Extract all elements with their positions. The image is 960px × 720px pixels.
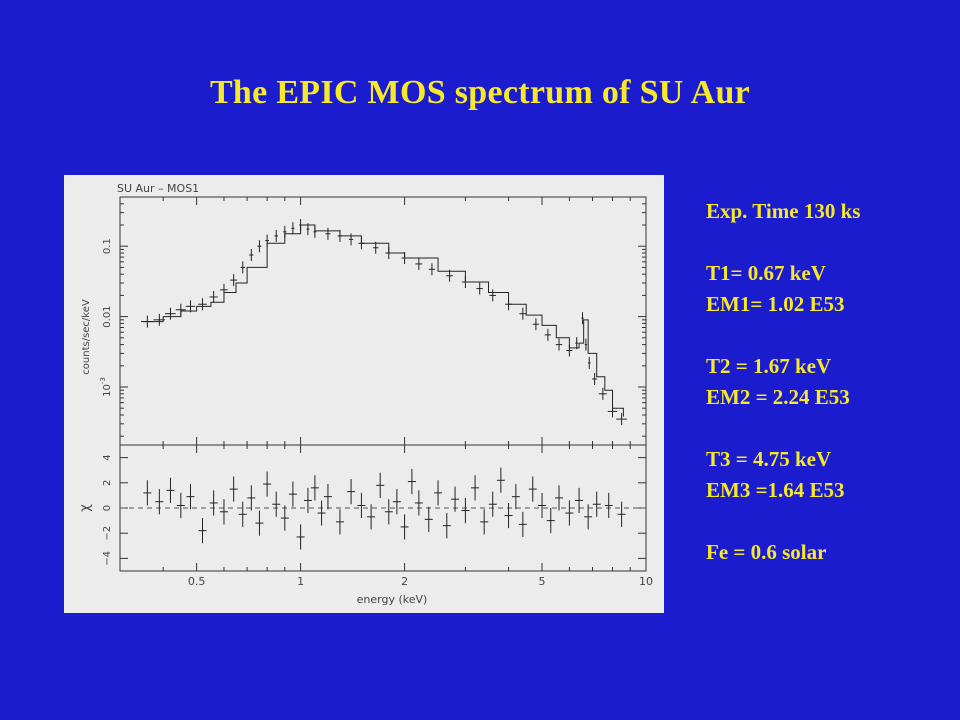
residual-y-tick-label: −2 — [102, 526, 113, 541]
residual-y-tick-label: 0 — [102, 505, 113, 511]
x-tick-label: 5 — [539, 575, 546, 588]
y-axis-label: counts/sec/keV — [81, 299, 92, 375]
spacer — [706, 227, 860, 258]
model-curve — [143, 224, 624, 417]
y-tick-label: 0.01 — [102, 305, 113, 327]
spectrum-figure: SU Aur – MOS1 10-3 0.01 0.1 0.5 1 2 5 10 −4 −2 0 2… — [64, 175, 664, 613]
temperature-2: T2 = 1.67 keV — [706, 354, 832, 378]
spectrum-chart: SU Aur – MOS1 10-3 0.01 0.1 0.5 1 2 5 10 −4 −2 0 2… — [78, 182, 653, 606]
iron-abundance: Fe = 0.6 solar — [706, 540, 827, 564]
y-tick-label: 10-3 — [99, 377, 113, 397]
x-tick-label: 0.5 — [188, 575, 206, 588]
x-axis-label: energy (keV) — [357, 593, 428, 606]
fit-parameters: Exp. Time 130 ks T1= 0.67 keV EM1= 1.02 … — [706, 196, 860, 568]
spacer — [706, 506, 860, 537]
spectrum-panel: 10-3 0.01 0.1 — [99, 196, 647, 446]
residual-y-tick-label: −4 — [102, 551, 113, 566]
residual-y-axis-label: χ — [78, 504, 93, 512]
slide-title: The EPIC MOS spectrum of SU Aur — [209, 74, 751, 111]
x-tick-label: 1 — [297, 575, 304, 588]
residual-y-tick-label: 4 — [102, 454, 113, 460]
x-tick-label: 10 — [639, 575, 653, 588]
plot-frame — [119, 196, 647, 446]
spacer — [706, 413, 860, 444]
temperature-3: T3 = 4.75 keV — [706, 447, 832, 471]
temperature-1: T1= 0.67 keV — [706, 261, 826, 285]
chart-title: SU Aur – MOS1 — [117, 182, 199, 195]
y-tick-exponent: -3 — [99, 377, 107, 384]
exposure-time: Exp. Time 130 ks — [706, 199, 861, 223]
spacer — [706, 320, 860, 351]
residual-y-tick-label: 2 — [102, 480, 113, 486]
emission-measure-3: EM3 =1.64 E53 — [706, 478, 845, 502]
x-tick-label: 2 — [401, 575, 408, 588]
emission-measure-2: EM2 = 2.24 E53 — [706, 385, 850, 409]
residual-panel: 0.5 1 2 5 10 −4 −2 0 2 4 — [102, 197, 653, 588]
emission-measure-1: EM1= 1.02 E53 — [706, 292, 845, 316]
y-tick-label: 0.1 — [102, 238, 113, 254]
